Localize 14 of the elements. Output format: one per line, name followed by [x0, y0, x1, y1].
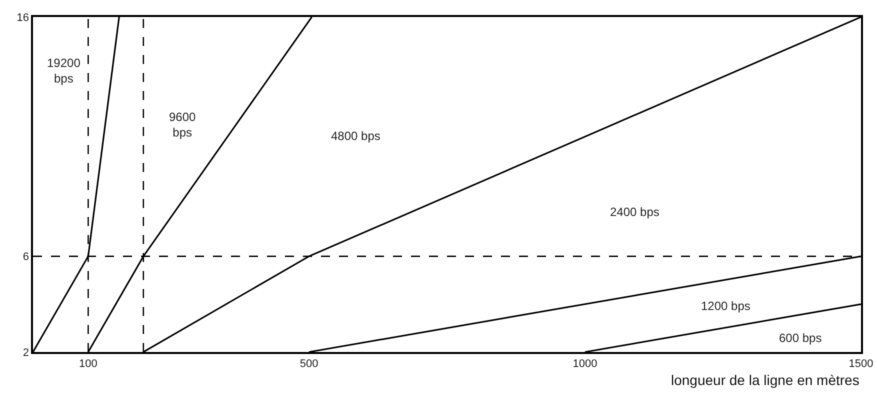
y-tick-label: 16	[16, 12, 30, 24]
annotation: 600 bps	[779, 331, 822, 345]
y-tick-label: 6	[22, 251, 30, 264]
x-tick-label: 100	[79, 358, 98, 370]
y-tick-label: 2	[22, 346, 30, 359]
annotation: 1200 bps	[701, 299, 750, 313]
x-tick-label: 1000	[572, 358, 598, 370]
annotation: 19200 bps	[47, 56, 81, 86]
x-axis-title: longueur de la ligne en mètres	[671, 372, 860, 388]
annotation: 4800 bps	[331, 129, 380, 143]
annotation: 2400 bps	[610, 205, 660, 219]
x-tick-label: 1500	[848, 358, 874, 370]
annotation: 9600 bps	[169, 110, 196, 140]
x-tick-label: 500	[300, 358, 318, 370]
